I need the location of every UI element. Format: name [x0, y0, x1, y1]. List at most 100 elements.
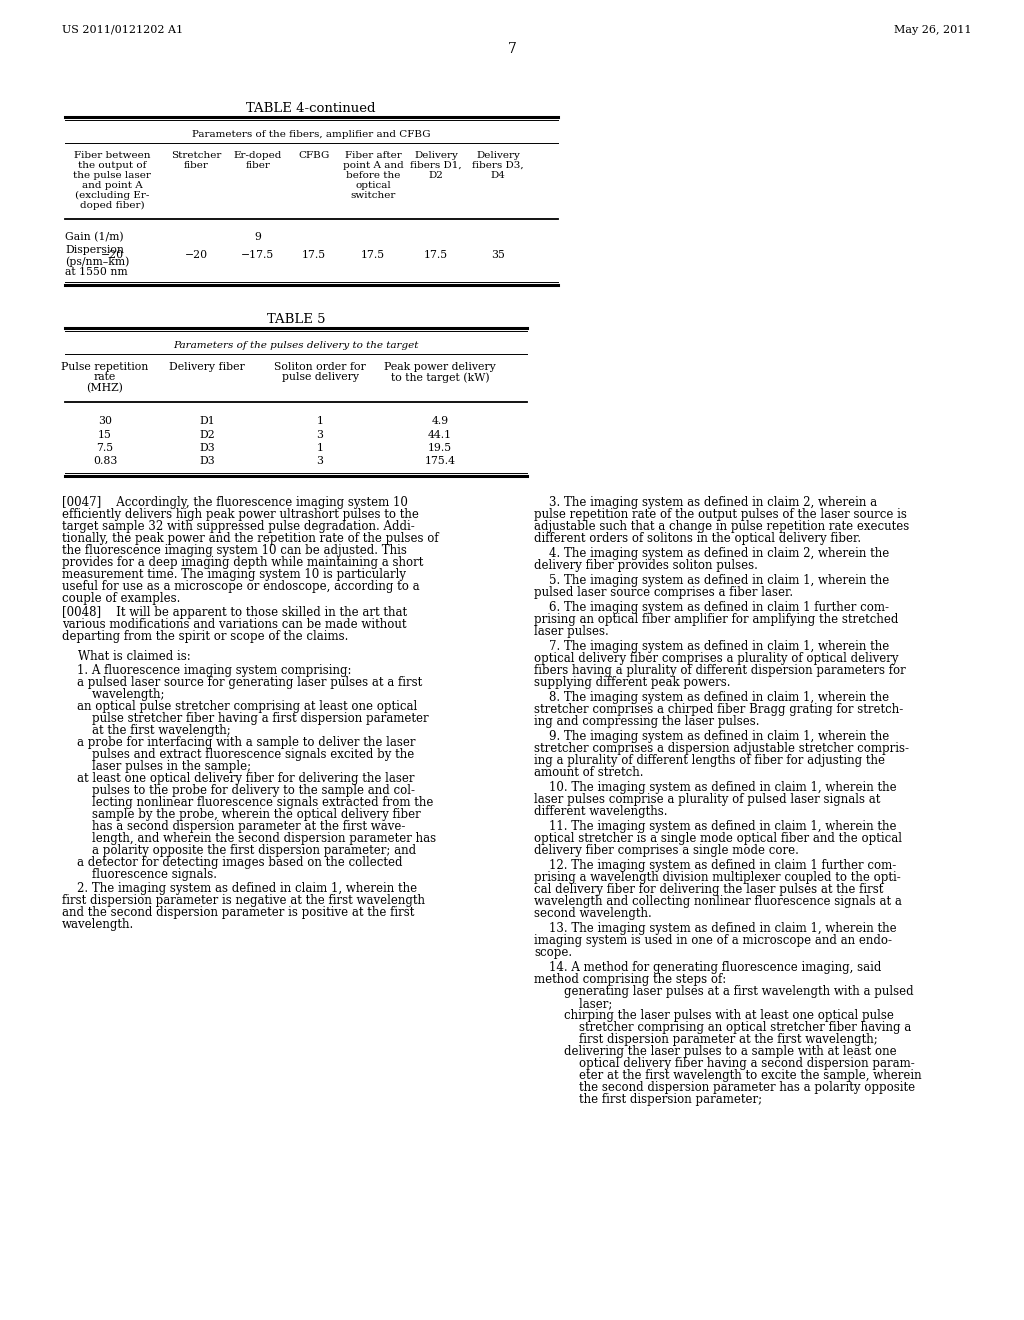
Text: (ps/nm–km): (ps/nm–km) — [65, 256, 129, 267]
Text: 9: 9 — [255, 232, 261, 242]
Text: chirping the laser pulses with at least one optical pulse: chirping the laser pulses with at least … — [534, 1008, 894, 1022]
Text: 3: 3 — [316, 429, 324, 440]
Text: 14. A method for generating fluorescence imaging, said: 14. A method for generating fluorescence… — [534, 961, 882, 974]
Text: cal delivery fiber for delivering the laser pulses at the first: cal delivery fiber for delivering the la… — [534, 883, 884, 896]
Text: has a second dispersion parameter at the first wave-: has a second dispersion parameter at the… — [62, 820, 406, 833]
Text: 30: 30 — [98, 416, 112, 426]
Text: 4.9: 4.9 — [431, 416, 449, 426]
Text: eter at the first wavelength to excite the sample, wherein: eter at the first wavelength to excite t… — [534, 1069, 922, 1082]
Text: −17.5: −17.5 — [242, 249, 274, 260]
Text: fluorescence signals.: fluorescence signals. — [62, 869, 217, 880]
Text: various modifications and variations can be made without: various modifications and variations can… — [62, 618, 407, 631]
Text: laser;: laser; — [534, 997, 612, 1010]
Text: measurement time. The imaging system 10 is particularly: measurement time. The imaging system 10 … — [62, 568, 406, 581]
Text: TABLE 4-continued: TABLE 4-continued — [246, 102, 376, 115]
Text: wavelength.: wavelength. — [62, 917, 134, 931]
Text: wavelength;: wavelength; — [62, 688, 165, 701]
Text: D2: D2 — [429, 172, 443, 180]
Text: fibers D1,: fibers D1, — [411, 161, 462, 170]
Text: [0047]    Accordingly, the fluorescence imaging system 10: [0047] Accordingly, the fluorescence ima… — [62, 496, 408, 510]
Text: the output of: the output of — [78, 161, 146, 170]
Text: target sample 32 with suppressed pulse degradation. Addi-: target sample 32 with suppressed pulse d… — [62, 520, 415, 533]
Text: lecting nonlinear fluorescence signals extracted from the: lecting nonlinear fluorescence signals e… — [62, 796, 433, 809]
Text: Fiber after: Fiber after — [345, 150, 401, 160]
Text: scope.: scope. — [534, 946, 572, 960]
Text: a pulsed laser source for generating laser pulses at a first: a pulsed laser source for generating las… — [62, 676, 422, 689]
Text: 11. The imaging system as defined in claim 1, wherein the: 11. The imaging system as defined in cla… — [534, 820, 896, 833]
Text: the fluorescence imaging system 10 can be adjusted. This: the fluorescence imaging system 10 can b… — [62, 544, 407, 557]
Text: delivering the laser pulses to a sample with at least one: delivering the laser pulses to a sample … — [534, 1045, 897, 1059]
Text: 3: 3 — [316, 457, 324, 466]
Text: Pulse repetition: Pulse repetition — [61, 362, 148, 372]
Text: at 1550 nm: at 1550 nm — [65, 267, 128, 277]
Text: stretcher comprising an optical stretcher fiber having a: stretcher comprising an optical stretche… — [534, 1020, 911, 1034]
Text: the pulse laser: the pulse laser — [73, 172, 151, 180]
Text: generating laser pulses at a first wavelength with a pulsed: generating laser pulses at a first wavel… — [534, 985, 913, 998]
Text: D3: D3 — [199, 457, 215, 466]
Text: [0048]    It will be apparent to those skilled in the art that: [0048] It will be apparent to those skil… — [62, 606, 408, 619]
Text: (excluding Er-: (excluding Er- — [75, 191, 150, 201]
Text: length, and wherein the second dispersion parameter has: length, and wherein the second dispersio… — [62, 832, 436, 845]
Text: 44.1: 44.1 — [428, 429, 452, 440]
Text: Gain (1/m): Gain (1/m) — [65, 232, 124, 243]
Text: an optical pulse stretcher comprising at least one optical: an optical pulse stretcher comprising at… — [62, 700, 417, 713]
Text: departing from the spirit or scope of the claims.: departing from the spirit or scope of th… — [62, 630, 348, 643]
Text: 17.5: 17.5 — [302, 249, 326, 260]
Text: useful for use as a microscope or endoscope, according to a: useful for use as a microscope or endosc… — [62, 579, 420, 593]
Text: 7.5: 7.5 — [96, 444, 114, 453]
Text: ing a plurality of different lengths of fiber for adjusting the: ing a plurality of different lengths of … — [534, 754, 885, 767]
Text: 8. The imaging system as defined in claim 1, wherein the: 8. The imaging system as defined in clai… — [534, 690, 889, 704]
Text: 175.4: 175.4 — [425, 457, 456, 466]
Text: the second dispersion parameter has a polarity opposite: the second dispersion parameter has a po… — [534, 1081, 915, 1094]
Text: fiber: fiber — [183, 161, 209, 170]
Text: Parameters of the pulses delivery to the target: Parameters of the pulses delivery to the… — [173, 341, 419, 350]
Text: delivery fiber comprises a single mode core.: delivery fiber comprises a single mode c… — [534, 843, 799, 857]
Text: pulse repetition rate of the output pulses of the laser source is: pulse repetition rate of the output puls… — [534, 508, 907, 521]
Text: 4. The imaging system as defined in claim 2, wherein the: 4. The imaging system as defined in clai… — [534, 546, 889, 560]
Text: a polarity opposite the first dispersion parameter; and: a polarity opposite the first dispersion… — [62, 843, 416, 857]
Text: 15: 15 — [98, 429, 112, 440]
Text: 9. The imaging system as defined in claim 1, wherein the: 9. The imaging system as defined in clai… — [534, 730, 889, 743]
Text: at least one optical delivery fiber for delivering the laser: at least one optical delivery fiber for … — [62, 772, 415, 785]
Text: stretcher comprises a dispersion adjustable stretcher compris-: stretcher comprises a dispersion adjusta… — [534, 742, 909, 755]
Text: and the second dispersion parameter is positive at the first: and the second dispersion parameter is p… — [62, 906, 415, 919]
Text: to the target (kW): to the target (kW) — [391, 372, 489, 383]
Text: and point A: and point A — [82, 181, 142, 190]
Text: TABLE 5: TABLE 5 — [266, 313, 326, 326]
Text: prising a wavelength division multiplexer coupled to the opti-: prising a wavelength division multiplexe… — [534, 871, 901, 884]
Text: fibers D3,: fibers D3, — [472, 161, 524, 170]
Text: 1: 1 — [316, 416, 324, 426]
Text: adjustable such that a change in pulse repetition rate executes: adjustable such that a change in pulse r… — [534, 520, 909, 533]
Text: 17.5: 17.5 — [360, 249, 385, 260]
Text: point A and: point A and — [343, 161, 403, 170]
Text: fiber: fiber — [246, 161, 270, 170]
Text: 19.5: 19.5 — [428, 444, 452, 453]
Text: −20: −20 — [184, 249, 208, 260]
Text: optical: optical — [355, 181, 391, 190]
Text: D3: D3 — [199, 444, 215, 453]
Text: pulsed laser source comprises a fiber laser.: pulsed laser source comprises a fiber la… — [534, 586, 794, 599]
Text: 0.83: 0.83 — [93, 457, 117, 466]
Text: May 26, 2011: May 26, 2011 — [895, 25, 972, 36]
Text: 1: 1 — [316, 444, 324, 453]
Text: fibers having a plurality of different dispersion parameters for: fibers having a plurality of different d… — [534, 664, 906, 677]
Text: before the: before the — [346, 172, 400, 180]
Text: at the first wavelength;: at the first wavelength; — [62, 723, 230, 737]
Text: D2: D2 — [199, 429, 215, 440]
Text: 35: 35 — [492, 249, 505, 260]
Text: sample by the probe, wherein the optical delivery fiber: sample by the probe, wherein the optical… — [62, 808, 421, 821]
Text: What is claimed is:: What is claimed is: — [78, 649, 190, 663]
Text: Stretcher: Stretcher — [171, 150, 221, 160]
Text: imaging system is used in one of a microscope and an endo-: imaging system is used in one of a micro… — [534, 935, 892, 946]
Text: delivery fiber provides soliton pulses.: delivery fiber provides soliton pulses. — [534, 558, 758, 572]
Text: Delivery: Delivery — [476, 150, 520, 160]
Text: switcher: switcher — [350, 191, 395, 201]
Text: Delivery fiber: Delivery fiber — [169, 362, 245, 372]
Text: a probe for interfacing with a sample to deliver the laser: a probe for interfacing with a sample to… — [62, 737, 416, 748]
Text: second wavelength.: second wavelength. — [534, 907, 651, 920]
Text: 6. The imaging system as defined in claim 1 further com-: 6. The imaging system as defined in clai… — [534, 601, 889, 614]
Text: prising an optical fiber amplifier for amplifying the stretched: prising an optical fiber amplifier for a… — [534, 612, 898, 626]
Text: tionally, the peak power and the repetition rate of the pulses of: tionally, the peak power and the repetit… — [62, 532, 438, 545]
Text: different orders of solitons in the optical delivery fiber.: different orders of solitons in the opti… — [534, 532, 861, 545]
Text: pulses to the probe for delivery to the sample and col-: pulses to the probe for delivery to the … — [62, 784, 415, 797]
